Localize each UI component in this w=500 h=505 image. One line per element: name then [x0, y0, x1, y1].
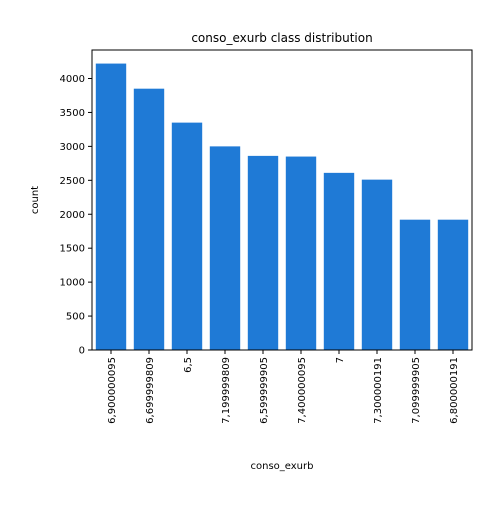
- y-tick-label-1: 500: [66, 312, 85, 323]
- y-tick-label-7: 3500: [60, 108, 85, 119]
- y-tick-label-6: 3000: [60, 142, 85, 153]
- x-tick-label-6: 7: [335, 357, 346, 363]
- bar-1: [133, 88, 165, 351]
- x-tick-label-4: 6,599999905: [259, 357, 270, 424]
- y-tick-label-8: 4000: [60, 74, 85, 85]
- y-tick-label-4: 2000: [60, 210, 85, 221]
- x-axis-label: conso_exurb: [251, 461, 314, 472]
- bar-2: [171, 122, 203, 350]
- bar-8: [399, 219, 431, 350]
- x-tick-label-5: 7,400000095: [297, 357, 308, 424]
- bar-4: [247, 155, 279, 350]
- x-tick-label-0: 6,900000095: [107, 357, 118, 424]
- y-ticks-group: 0 500 1000 1500 2000 2500 3000 3500 4000: [60, 74, 92, 357]
- x-tick-label-3: 7,199999809: [221, 357, 232, 424]
- bar-0: [95, 63, 127, 351]
- y-tick-label-2: 1000: [60, 278, 85, 289]
- x-tick-label-2: 6,5: [183, 357, 194, 373]
- y-axis-label: count: [30, 186, 41, 214]
- bar-3: [209, 146, 241, 350]
- x-tick-label-1: 6,699999809: [145, 357, 156, 424]
- x-tick-label-8: 7,099999905: [411, 357, 422, 424]
- x-tick-label-7: 7,300000191: [373, 357, 384, 424]
- bars-group: [95, 63, 469, 351]
- bar-6: [323, 172, 355, 350]
- y-tick-label-0: 0: [79, 346, 85, 357]
- y-tick-label-5: 2500: [60, 176, 85, 187]
- bar-9: [437, 219, 469, 350]
- plot-frame: [91, 49, 473, 351]
- bar-5: [285, 156, 317, 350]
- x-ticks-group: 6,900000095 6,699999809 6,5 7,199999809 6,59…: [107, 350, 460, 424]
- x-tick-label-9: 6,800000191: [449, 357, 460, 424]
- chart-title: conso_exurb class distribution: [191, 31, 372, 45]
- bar-7: [361, 179, 393, 350]
- y-tick-label-3: 1500: [60, 244, 85, 255]
